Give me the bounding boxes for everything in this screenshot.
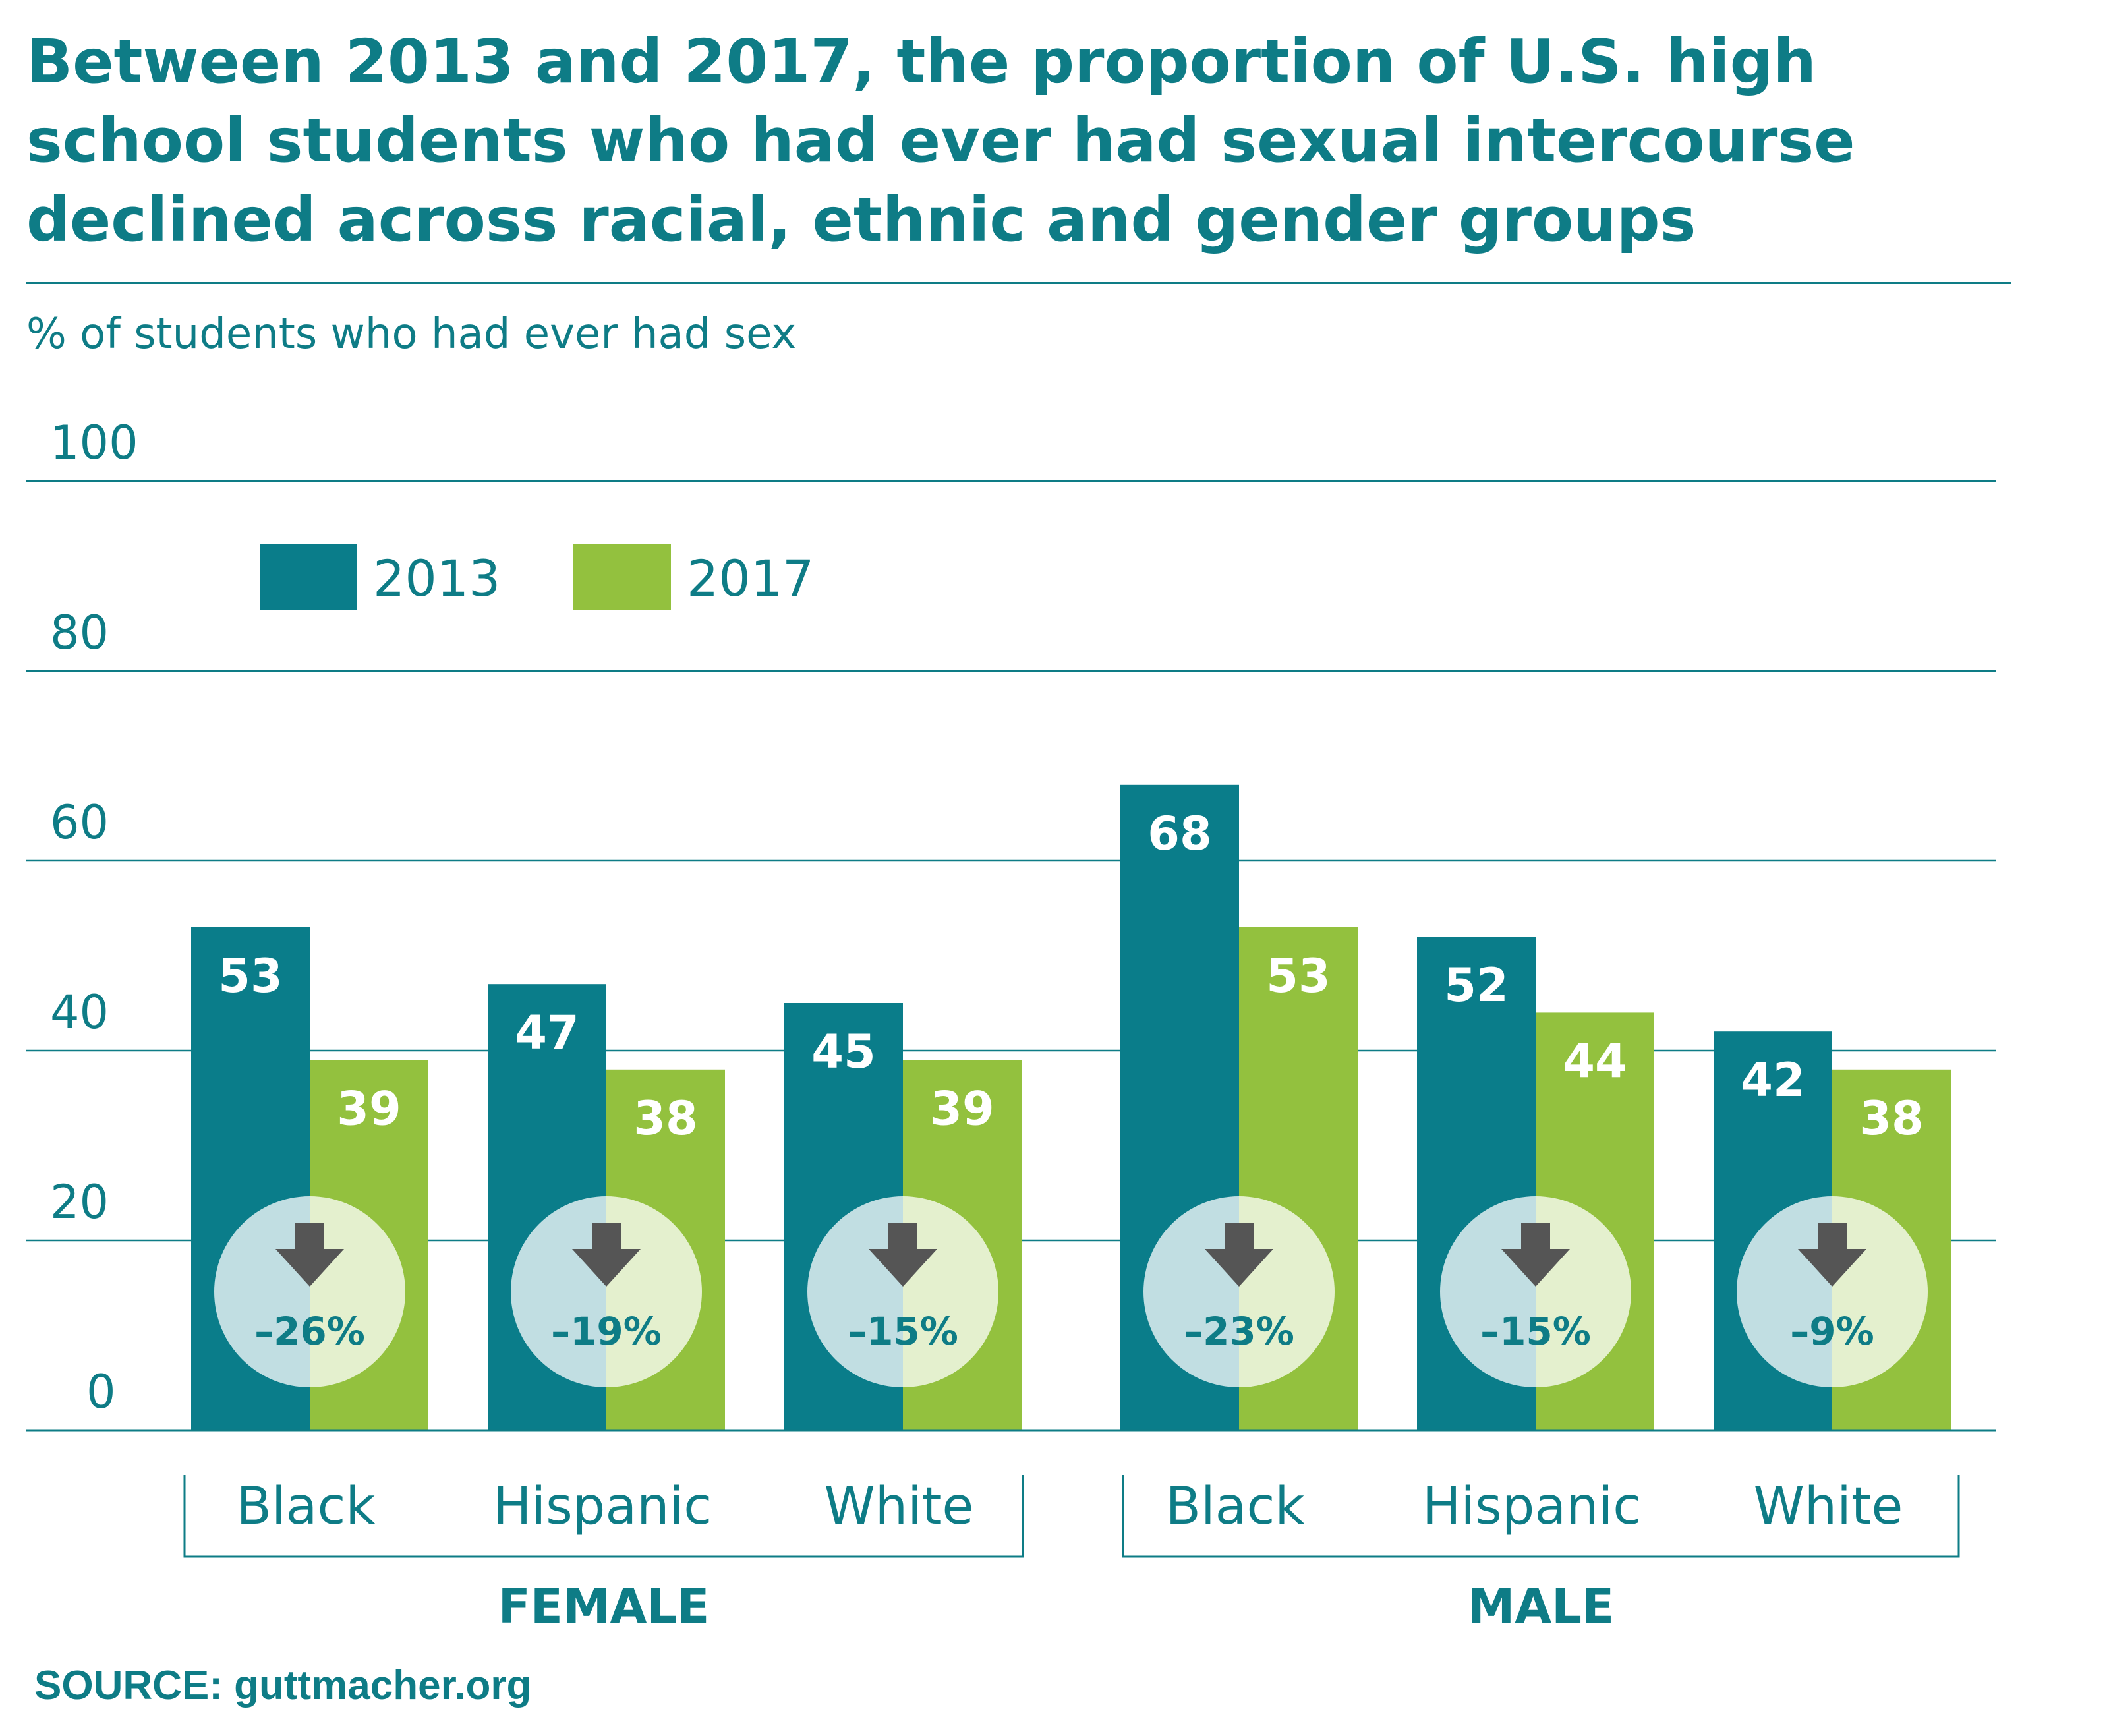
change-badge	[1440, 1196, 1631, 1387]
change-badge	[1737, 1196, 1928, 1387]
change-percent-label: –15%	[848, 1309, 958, 1354]
group-label: MALE	[1468, 1578, 1614, 1634]
legend-label: 2017	[687, 549, 814, 608]
y-tick-label: 80	[50, 606, 109, 660]
bar-value-label: 44	[1563, 1034, 1627, 1088]
y-tick-label: 20	[50, 1175, 109, 1229]
bars: 53 39 47 38 45 39 68 53 52 44 42 38	[191, 784, 1951, 1430]
change-badge	[214, 1196, 405, 1387]
bar-value-label: 53	[1266, 949, 1330, 1003]
x-axis: Black Hispanic White Black Hispanic White FEMA…	[26, 1429, 1996, 1634]
y-tick-label: 40	[50, 985, 109, 1039]
legend-swatch	[260, 544, 357, 610]
bar-value-label: 42	[1741, 1053, 1805, 1107]
source-note: SOURCE: guttmacher.org	[34, 1663, 532, 1708]
category-label: White	[824, 1477, 974, 1536]
change-badge	[511, 1196, 702, 1387]
category-label: Hispanic	[493, 1477, 712, 1536]
change-percent-label: –23%	[1184, 1309, 1294, 1354]
change-percent-label: –15%	[1480, 1309, 1591, 1354]
category-label: White	[1754, 1477, 1903, 1536]
y-axis-label: % of students who had ever had sex	[26, 310, 797, 359]
bar-value-label: 38	[633, 1091, 697, 1145]
change-percent-label: –19%	[551, 1309, 662, 1354]
arrow-down-icon	[275, 1223, 344, 1287]
y-tick-label: 60	[50, 796, 109, 850]
bar-value-label: 39	[930, 1082, 994, 1136]
group-bracket	[183, 1475, 1024, 1558]
bar-value-label: 39	[337, 1082, 401, 1136]
bar-value-label: 52	[1444, 958, 1508, 1012]
y-axis-ticks: 0 20 40 60 80 100	[50, 416, 138, 1419]
arrow-down-icon	[1798, 1223, 1866, 1287]
arrow-down-icon	[869, 1223, 937, 1287]
arrow-down-icon	[1501, 1223, 1570, 1287]
change-badges: –26% –19% –15% –23% –15% –9%	[214, 1196, 1928, 1387]
legend: 2013 2017	[260, 544, 814, 610]
category-label: Black	[1165, 1477, 1304, 1536]
bar-value-label: 45	[811, 1025, 875, 1079]
change-badge	[1143, 1196, 1335, 1387]
category-label: Hispanic	[1422, 1477, 1641, 1536]
chart-title: Between 2013 and 2017, the proportion of…	[26, 26, 1855, 255]
category-label: Black	[236, 1477, 375, 1536]
bar-value-label: 38	[1859, 1091, 1923, 1145]
legend-label: 2013	[373, 549, 500, 608]
title-divider	[26, 282, 2011, 284]
arrow-down-icon	[1205, 1223, 1273, 1287]
change-percent-label: –26%	[254, 1309, 365, 1354]
bar-value-label: 68	[1147, 807, 1211, 861]
arrow-down-icon	[572, 1223, 641, 1287]
group-label: FEMALE	[498, 1578, 710, 1634]
change-badge	[807, 1196, 998, 1387]
y-tick-label: 0	[86, 1365, 116, 1419]
change-percent-label: –9%	[1790, 1309, 1874, 1354]
legend-swatch	[573, 544, 671, 610]
group-bracket	[1122, 1475, 1960, 1558]
y-tick-label: 100	[50, 416, 138, 470]
bar-value-label: 53	[218, 949, 282, 1003]
bar-value-label: 47	[515, 1006, 579, 1060]
